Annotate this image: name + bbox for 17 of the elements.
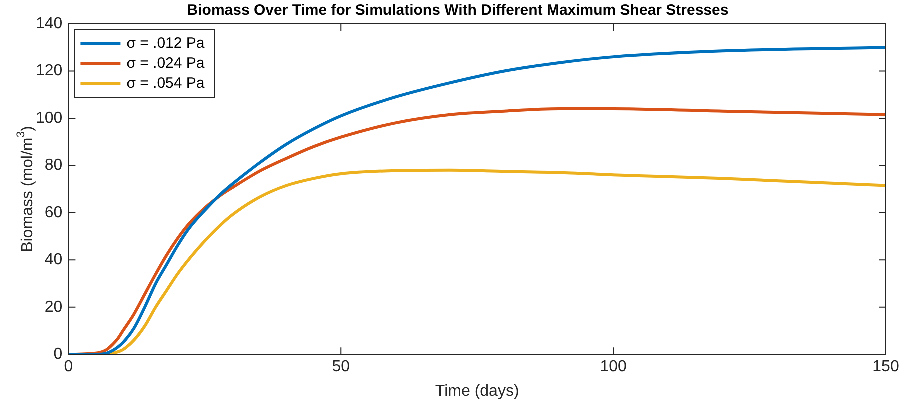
y-tick-label: 100 <box>36 110 63 127</box>
legend-label: σ = .012 Pa <box>126 35 206 52</box>
y-tick-label: 80 <box>44 157 63 174</box>
y-tick-label: 20 <box>44 298 63 316</box>
x-tick-label: 150 <box>872 358 900 376</box>
x-axis-title: Time (days) <box>435 382 520 400</box>
legend-label: σ = .054 Pa <box>126 75 206 92</box>
legend-label: σ = .024 Pa <box>126 55 206 72</box>
y-tick-label: 60 <box>44 204 63 222</box>
y-tick-label: 120 <box>36 62 63 80</box>
x-tick-label: 50 <box>332 358 350 376</box>
y-tick-label: 140 <box>36 15 63 32</box>
y-tick-label: 0 <box>54 346 63 364</box>
chart-title: Biomass Over Time for Simulations With Different Maximum Shear Stresses <box>187 2 729 20</box>
x-tick-label: 100 <box>600 358 628 376</box>
y-axis-title: Biomass (mol/m3) <box>16 126 36 252</box>
y-tick-label: 40 <box>44 252 63 269</box>
